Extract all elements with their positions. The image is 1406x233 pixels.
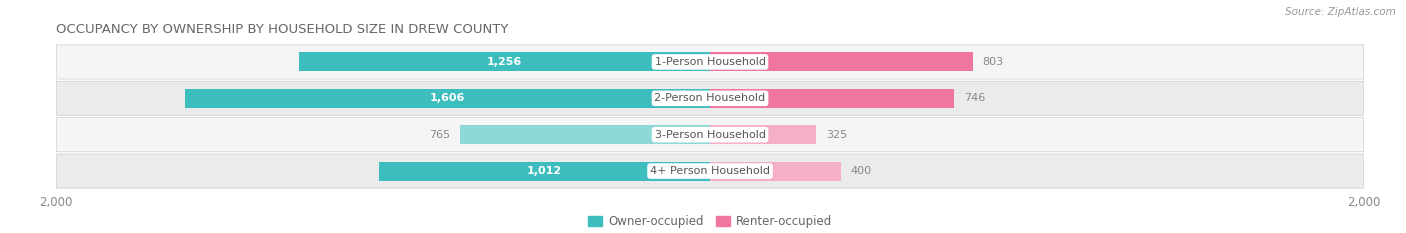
Bar (710, 89, 953, 108)
Text: 1,606: 1,606 (430, 93, 465, 103)
Text: 1-Person Household: 1-Person Household (655, 57, 765, 67)
FancyBboxPatch shape (56, 81, 1364, 115)
Legend: Owner-occupied, Renter-occupied: Owner-occupied, Renter-occupied (583, 210, 837, 233)
Text: 746: 746 (963, 93, 986, 103)
Text: OCCUPANCY BY OWNERSHIP BY HOUSEHOLD SIZE IN DREW COUNTY: OCCUPANCY BY OWNERSHIP BY HOUSEHOLD SIZE… (56, 24, 509, 37)
Bar (299, 52, 710, 71)
Text: 765: 765 (429, 130, 450, 140)
Text: 3-Person Household: 3-Person Household (655, 130, 765, 140)
Bar (380, 162, 710, 181)
Text: 4+ Person Household: 4+ Person Household (650, 166, 770, 176)
Text: 325: 325 (827, 130, 848, 140)
Bar (460, 125, 710, 144)
FancyBboxPatch shape (56, 45, 1364, 79)
Bar (186, 89, 710, 108)
Text: 1,256: 1,256 (486, 57, 523, 67)
Bar (710, 52, 973, 71)
FancyBboxPatch shape (56, 118, 1364, 152)
Text: 803: 803 (983, 57, 1004, 67)
FancyBboxPatch shape (56, 154, 1364, 188)
Bar (710, 125, 817, 144)
Text: 400: 400 (851, 166, 872, 176)
Text: 1,012: 1,012 (527, 166, 562, 176)
Bar (710, 162, 841, 181)
Text: 2-Person Household: 2-Person Household (654, 93, 766, 103)
Text: Source: ZipAtlas.com: Source: ZipAtlas.com (1285, 7, 1396, 17)
